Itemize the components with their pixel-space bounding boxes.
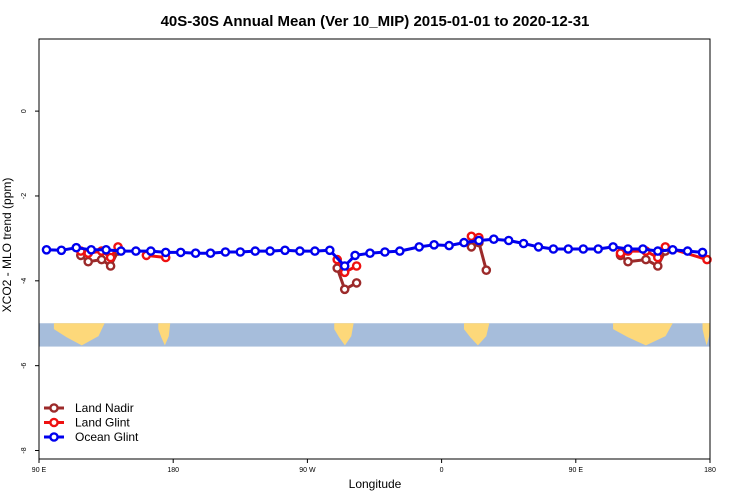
y-axis: 0 -2 -4 -6 -8 — [21, 109, 39, 454]
land-glint-point-0-3 — [105, 252, 116, 263]
ocean-glint-point-0-23 — [380, 247, 390, 257]
land-glint-point-3-5 — [702, 254, 712, 265]
ocean-glint-point-0-20 — [339, 261, 350, 271]
map-land-4 — [613, 323, 673, 346]
ocean-glint-point-0-28 — [459, 237, 469, 248]
ocean-glint-point-0-5 — [116, 246, 126, 256]
ocean-glint-point-0-4 — [101, 244, 111, 255]
land-nadir-point-3-2 — [641, 254, 651, 265]
ocean-glint-point-0-41 — [653, 246, 663, 256]
ocean-glint-point-0-25 — [414, 242, 425, 252]
ocean-glint-point-0-13 — [235, 247, 246, 257]
ocean-glint-point-0-43 — [682, 246, 693, 256]
ocean-glint-point-0-34 — [548, 244, 559, 254]
legend-marker-land-nadir — [49, 403, 59, 413]
x-tick-label-3: 0 — [440, 467, 444, 474]
ocean-glint-point-0-27 — [444, 240, 454, 251]
ocean-glint-point-0-31 — [503, 235, 514, 246]
ocean-glint-point-0-22 — [365, 248, 375, 258]
y-axis-label: XCO2 - MLO trend (ppm) — [0, 178, 14, 313]
series-land-glint — [76, 231, 712, 278]
x-tick-label-2: 90 W — [299, 467, 316, 474]
ocean-glint-point-0-1 — [56, 245, 67, 256]
legend-marker-land-glint — [49, 417, 59, 428]
land-nadir-point-1-1 — [339, 284, 350, 295]
ocean-glint-point-0-26 — [429, 239, 439, 250]
map-land-5 — [702, 323, 710, 346]
x-axis: 90 E 180 90 W 0 90 E 180 — [32, 459, 716, 474]
x-tick-label-4: 90 E — [569, 467, 584, 474]
series-layer — [41, 231, 712, 295]
map-land-3 — [463, 323, 490, 346]
ocean-glint-point-0-44 — [697, 247, 708, 258]
ocean-glint-point-0-17 — [295, 246, 305, 256]
ocean-glint-point-0-14 — [250, 246, 260, 256]
ocean-glint-point-0-40 — [638, 244, 648, 254]
land-nadir-point-2-2 — [481, 265, 492, 276]
land-glint-point-3-0 — [615, 248, 626, 258]
ocean-glint-point-0-30 — [488, 234, 499, 244]
chart-title: 40S-30S Annual Mean (Ver 10_MIP) 2015-01… — [161, 13, 590, 30]
land-nadir-point-0-1 — [83, 256, 93, 267]
ocean-glint-point-0-32 — [518, 238, 529, 249]
legend-entry-ocean-glint: Ocean Glint — [44, 430, 139, 444]
map-strip — [39, 323, 710, 347]
land-nadir-point-3-1 — [623, 256, 633, 267]
land-nadir-point-1-2 — [351, 278, 362, 288]
ocean-glint-point-0-19 — [324, 245, 335, 256]
ocean-glint-point-0-12 — [220, 247, 231, 257]
legend-label-ocean-glint: Ocean Glint — [75, 430, 139, 444]
ocean-glint-point-0-11 — [205, 248, 216, 258]
ocean-glint-point-0-6 — [131, 246, 141, 256]
land-glint-point-1-2 — [351, 261, 362, 271]
plot-frame — [38, 38, 711, 460]
ocean-glint-point-0-38 — [608, 242, 618, 252]
ocean-glint-point-0-35 — [563, 244, 574, 254]
land-nadir-point-3-3 — [653, 261, 663, 271]
ocean-glint-point-0-8 — [160, 247, 171, 258]
map-land-2 — [334, 323, 354, 346]
ocean-glint-point-0-0 — [41, 244, 52, 255]
ocean-glint-point-0-3 — [86, 244, 96, 255]
land-glint-point-2-0 — [466, 231, 477, 242]
legend-entry-land-nadir: Land Nadir — [44, 401, 134, 415]
ocean-glint-point-0-24 — [394, 246, 405, 256]
legend-label-land-glint: Land Glint — [75, 416, 130, 430]
ocean-glint-point-0-42 — [667, 244, 678, 255]
ocean-glint-point-0-16 — [280, 245, 290, 256]
ocean-glint-point-0-2 — [71, 242, 82, 253]
ocean-glint-point-0-37 — [593, 244, 604, 254]
map-ocean-band — [39, 323, 710, 347]
land-nadir-point-2-0 — [466, 242, 477, 252]
y-tick-label-4: -8 — [21, 447, 28, 453]
ocean-glint-point-0-15 — [265, 246, 275, 256]
land-nadir-point-0-3 — [105, 261, 116, 271]
ocean-glint-point-0-39 — [623, 244, 633, 254]
ocean-glint-point-0-18 — [310, 246, 320, 256]
x-tick-label-5: 180 — [704, 467, 716, 474]
legend-entry-land-glint: Land Glint — [44, 416, 130, 430]
ocean-glint-point-0-9 — [175, 247, 186, 258]
y-tick-label-2: -4 — [21, 278, 28, 284]
ocean-glint-point-0-7 — [145, 246, 156, 256]
y-tick-label-0: 0 — [21, 109, 28, 113]
land-nadir-point-0-2 — [96, 254, 107, 265]
map-land-0 — [53, 323, 105, 346]
legend-label-land-nadir: Land Nadir — [75, 401, 134, 415]
ocean-glint-point-0-36 — [578, 244, 589, 254]
ocean-glint-point-0-10 — [190, 248, 201, 258]
y-tick-label-1: -2 — [21, 193, 28, 199]
map-land-1 — [158, 323, 171, 346]
ocean-glint-point-0-33 — [533, 242, 544, 252]
series-ocean-glint — [41, 234, 708, 271]
ocean-glint-point-0-21 — [350, 250, 360, 261]
legend-marker-ocean-glint — [49, 432, 59, 442]
x-tick-label-0: 90 E — [32, 467, 47, 474]
x-axis-label: Longitude — [349, 477, 402, 491]
y-tick-label-3: -6 — [21, 362, 28, 368]
x-tick-label-1: 180 — [167, 467, 179, 474]
ocean-glint-point-0-29 — [474, 235, 484, 246]
